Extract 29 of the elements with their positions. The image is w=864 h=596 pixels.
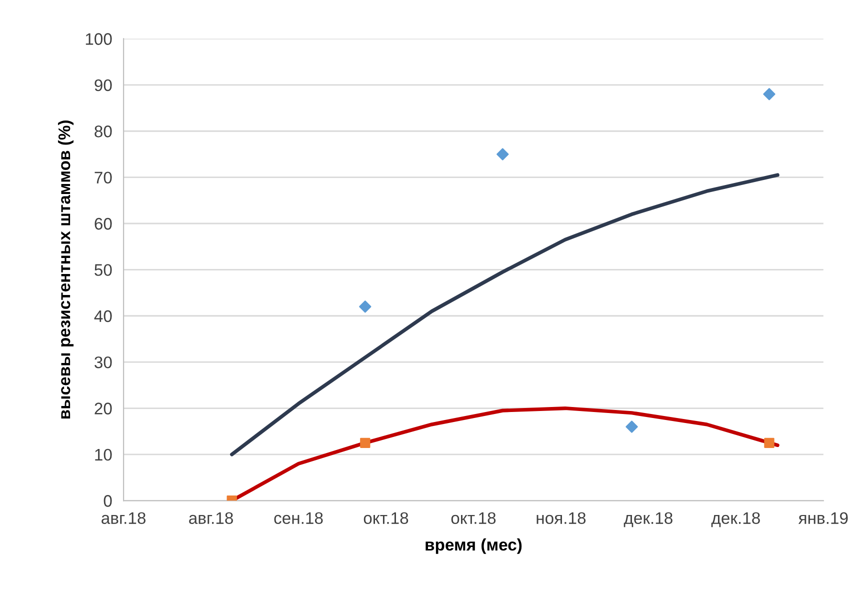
point [764,438,774,448]
y-tick-label: 70 [94,172,112,184]
y-tick-label: 40 [94,310,112,322]
x-tick-label: авг.18 [102,512,146,524]
x-axis-title: время (мес) [426,538,522,554]
x-tick-label: дек.18 [624,512,672,528]
point [763,88,776,100]
x-tick-label: окт.18 [451,512,496,524]
y-axis-title: высевы резистентных штаммов (%) [58,120,74,418]
x-tick-label: окт.18 [364,512,408,524]
y-tick-label: 10 [95,448,112,461]
point [360,438,370,448]
point [496,148,509,160]
x-tick-label: дек.18 [711,512,760,528]
y-tick-label: 90 [94,79,112,92]
y-tick-label: 100 [86,33,112,45]
x-tick-label: сен.18 [274,512,323,524]
y-tick-label: 20 [94,402,112,414]
y-tick-label: 60 [94,218,112,230]
x-tick-label: янв.19 [798,512,848,524]
line-series [230,173,780,456]
y-tick-label: 80 [94,126,112,138]
point [626,420,638,433]
x-tick-label: авг.18 [189,512,233,524]
point [359,300,372,313]
y-tick-label: 50 [94,264,112,276]
y-tick-label: 0 [104,495,112,507]
y-tick-label: 30 [94,356,112,368]
x-tick-label: ноя.18 [536,512,586,524]
